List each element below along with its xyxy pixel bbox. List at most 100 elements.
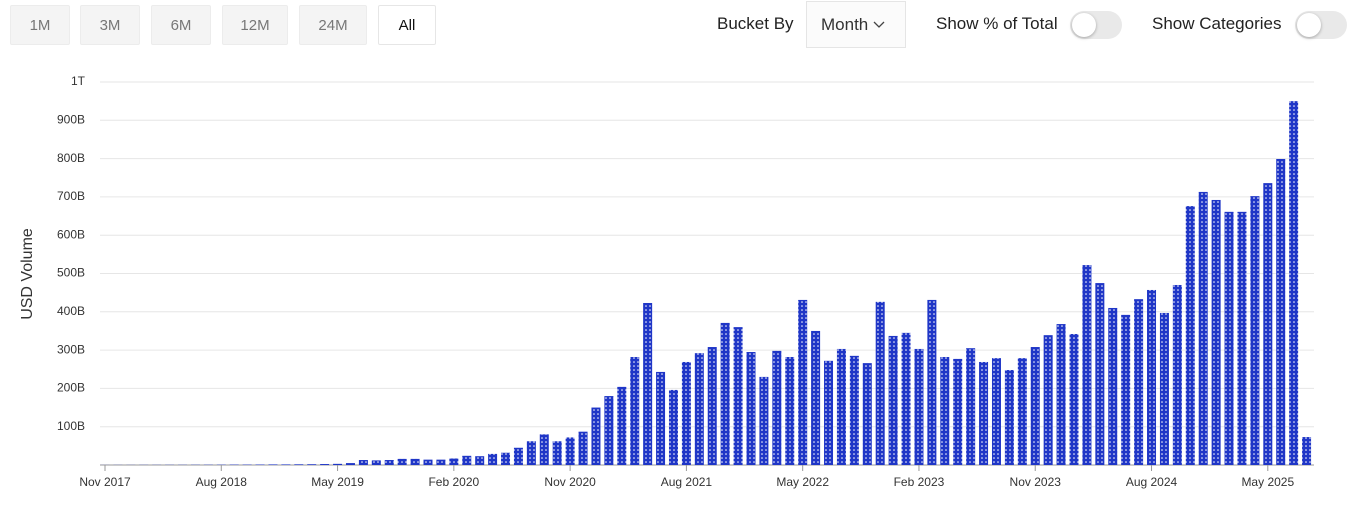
range-button[interactable]: All bbox=[378, 5, 436, 45]
bar bbox=[1198, 191, 1208, 465]
bar bbox=[630, 356, 640, 465]
bar bbox=[1082, 265, 1092, 465]
x-tick-label: May 2019 bbox=[311, 475, 364, 489]
bar bbox=[940, 356, 950, 465]
range-button[interactable]: 24M bbox=[299, 5, 367, 45]
bar bbox=[888, 335, 898, 465]
bar bbox=[320, 464, 330, 465]
bar bbox=[565, 437, 575, 465]
bar bbox=[1276, 158, 1286, 465]
x-tick-label: Feb 2023 bbox=[894, 475, 945, 489]
bar bbox=[875, 301, 885, 465]
bar bbox=[475, 456, 485, 465]
range-button[interactable]: 1M bbox=[10, 5, 70, 45]
bar bbox=[953, 358, 963, 465]
x-tick-label: Aug 2018 bbox=[196, 475, 248, 489]
bar bbox=[694, 353, 704, 465]
bar bbox=[307, 464, 317, 465]
bar bbox=[1172, 284, 1182, 465]
bar bbox=[462, 455, 472, 465]
percent-label: Show % of Total bbox=[936, 14, 1058, 33]
bucket-dropdown[interactable]: Month bbox=[806, 1, 906, 48]
bar bbox=[785, 356, 795, 465]
bar bbox=[681, 361, 691, 465]
bar bbox=[513, 447, 523, 465]
bucket-value: Month bbox=[821, 14, 869, 34]
bar bbox=[449, 458, 459, 465]
bar bbox=[836, 348, 846, 465]
bar bbox=[1017, 358, 1027, 465]
toggle-knob bbox=[1072, 13, 1096, 37]
bar bbox=[1095, 283, 1105, 465]
y-tick-label: 300B bbox=[57, 342, 85, 356]
bar bbox=[1211, 199, 1221, 466]
bar bbox=[720, 322, 730, 465]
bar bbox=[656, 371, 666, 465]
bar bbox=[604, 396, 614, 465]
bucket-label: Bucket By bbox=[717, 14, 794, 33]
percent-toggle[interactable] bbox=[1070, 11, 1122, 39]
range-button[interactable]: 6M bbox=[151, 5, 211, 45]
x-tick-label: Aug 2024 bbox=[1126, 475, 1178, 489]
chevron bbox=[873, 21, 885, 28]
bar bbox=[798, 299, 808, 465]
y-tick-label: 800B bbox=[57, 151, 85, 165]
bar bbox=[1134, 299, 1144, 465]
bar bbox=[927, 299, 937, 465]
categories-toggle[interactable] bbox=[1295, 11, 1347, 39]
bar bbox=[1069, 334, 1079, 465]
x-tick-label: Aug 2021 bbox=[661, 475, 713, 489]
bar bbox=[824, 360, 834, 465]
x-tick-label: Feb 2020 bbox=[428, 475, 479, 489]
x-tick-label: May 2025 bbox=[1241, 475, 1294, 489]
bar bbox=[1302, 437, 1312, 465]
bar bbox=[526, 441, 536, 465]
bar bbox=[371, 460, 381, 465]
range-button[interactable]: 12M bbox=[222, 5, 288, 45]
y-tick-label: 100B bbox=[57, 419, 85, 433]
bar bbox=[539, 434, 549, 465]
bar bbox=[1185, 206, 1195, 466]
bar bbox=[1224, 211, 1234, 465]
bar bbox=[488, 453, 498, 465]
bar bbox=[643, 302, 653, 465]
bar bbox=[1147, 289, 1157, 465]
y-tick-label: 600B bbox=[57, 227, 85, 241]
range-button[interactable]: 3M bbox=[80, 5, 140, 45]
bar bbox=[1159, 312, 1169, 465]
bar bbox=[849, 355, 859, 465]
y-tick-label: 500B bbox=[57, 266, 85, 280]
bar bbox=[862, 363, 872, 465]
bar bbox=[333, 463, 343, 465]
bar bbox=[358, 460, 368, 465]
toggle-knob bbox=[1297, 13, 1321, 37]
bar bbox=[1263, 183, 1273, 465]
bar bbox=[345, 463, 355, 465]
bar bbox=[423, 459, 433, 465]
y-axis-label: USD Volume bbox=[19, 228, 36, 320]
bar bbox=[1108, 307, 1118, 465]
bar bbox=[1043, 335, 1053, 465]
categories-label: Show Categories bbox=[1152, 14, 1282, 33]
bar bbox=[578, 431, 588, 465]
bar bbox=[397, 458, 407, 465]
bar bbox=[617, 386, 627, 465]
bar bbox=[733, 327, 743, 465]
x-tick-label: Nov 2017 bbox=[79, 475, 131, 489]
bar bbox=[591, 407, 601, 465]
y-tick-label: 1T bbox=[71, 74, 86, 88]
bar bbox=[901, 332, 911, 465]
y-tick-label: 400B bbox=[57, 304, 85, 318]
bar bbox=[294, 464, 304, 465]
x-tick-label: Nov 2023 bbox=[1010, 475, 1062, 489]
bar bbox=[436, 459, 446, 465]
bar bbox=[979, 361, 989, 465]
bar bbox=[268, 464, 278, 465]
bar bbox=[1056, 324, 1066, 465]
bar bbox=[746, 352, 756, 465]
bar bbox=[281, 464, 291, 465]
bar bbox=[772, 350, 782, 465]
bar bbox=[759, 376, 769, 465]
